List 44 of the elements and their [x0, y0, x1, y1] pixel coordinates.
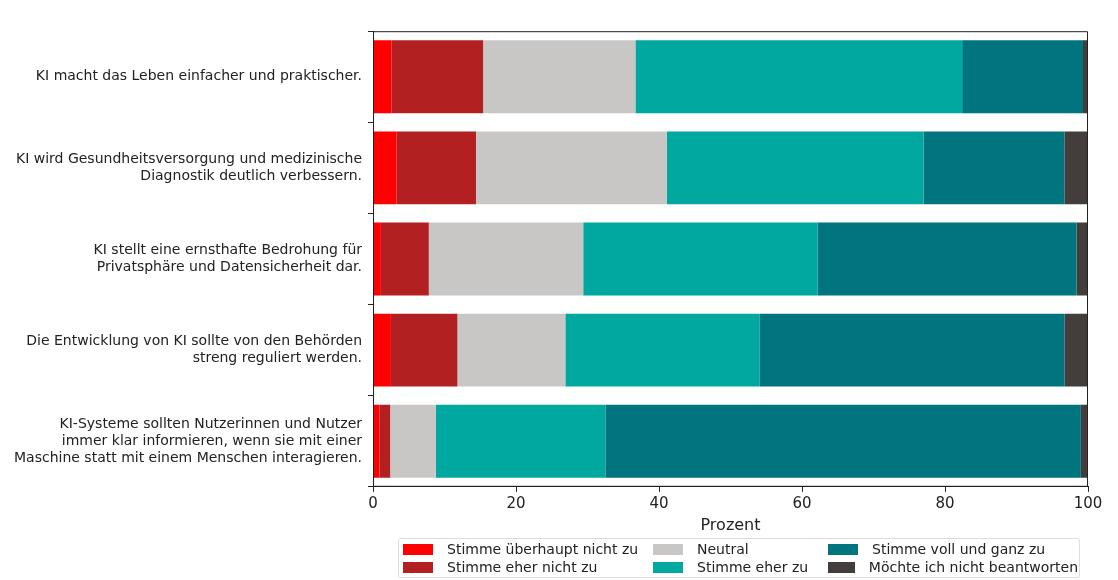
- bar: [457, 313, 566, 387]
- bar: [390, 313, 458, 387]
- bar: [583, 222, 818, 296]
- bar: [923, 131, 1065, 205]
- y-tick-label: KI wird Gesundheitsversorgung und medizinische Diagnostik deutlich verbessern.: [15, 150, 363, 183]
- y-tick-label: KI-Systeme sollten Nutzerinnen und Nutzer immer klar informieren, wenn sie mit einer Maschine statt mit einem Menschen interagieren.: [13, 415, 363, 465]
- y-tick-label: KI macht das Leben einfacher und praktischer.: [35, 67, 363, 84]
- x-tick-label: 20: [506, 493, 526, 512]
- legend-label: Stimme eher zu: [697, 559, 809, 575]
- bar: [759, 313, 1065, 387]
- legend-label: Stimme voll und ganz zu: [872, 541, 1046, 557]
- legend-label: Stimme eher nicht zu: [447, 559, 598, 575]
- x-tick-label: 60: [792, 493, 812, 512]
- bar: [483, 40, 636, 114]
- x-tick-label: 80: [935, 493, 955, 512]
- bar: [435, 404, 606, 478]
- bar: [390, 404, 436, 478]
- bar: [565, 313, 760, 387]
- bar: [373, 313, 391, 387]
- bar: [817, 222, 1077, 296]
- bar: [391, 40, 484, 114]
- x-tick-label: 0: [368, 493, 378, 512]
- legend-label: Möchte ich nicht beantworten: [868, 559, 1078, 575]
- bar: [428, 222, 584, 296]
- bar: [373, 222, 381, 296]
- bar: [635, 40, 963, 114]
- y-tick-label: KI stellt eine ernsthafte Bedrohung für Privatsphäre und Datensicherheit dar.: [93, 241, 363, 275]
- bar: [380, 222, 429, 296]
- legend-label: Stimme überhaupt nicht zu: [447, 541, 639, 557]
- bar: [373, 40, 392, 114]
- bar: [666, 131, 924, 205]
- x-axis-title: Prozent: [700, 514, 761, 534]
- bar: [379, 404, 391, 478]
- bar: [373, 131, 397, 205]
- bar: [396, 131, 476, 205]
- bar: [962, 40, 1083, 114]
- x-tick-label: 40: [649, 493, 669, 512]
- bar: [1064, 131, 1088, 205]
- legend-label: Neutral: [697, 541, 749, 557]
- bar: [605, 404, 1081, 478]
- bar: [475, 131, 667, 205]
- bar: [1064, 313, 1088, 387]
- y-tick-label: Die Entwicklung von KI sollte von den Behörden streng reguliert werden.: [26, 332, 363, 366]
- x-tick-label: 100: [1073, 493, 1103, 512]
